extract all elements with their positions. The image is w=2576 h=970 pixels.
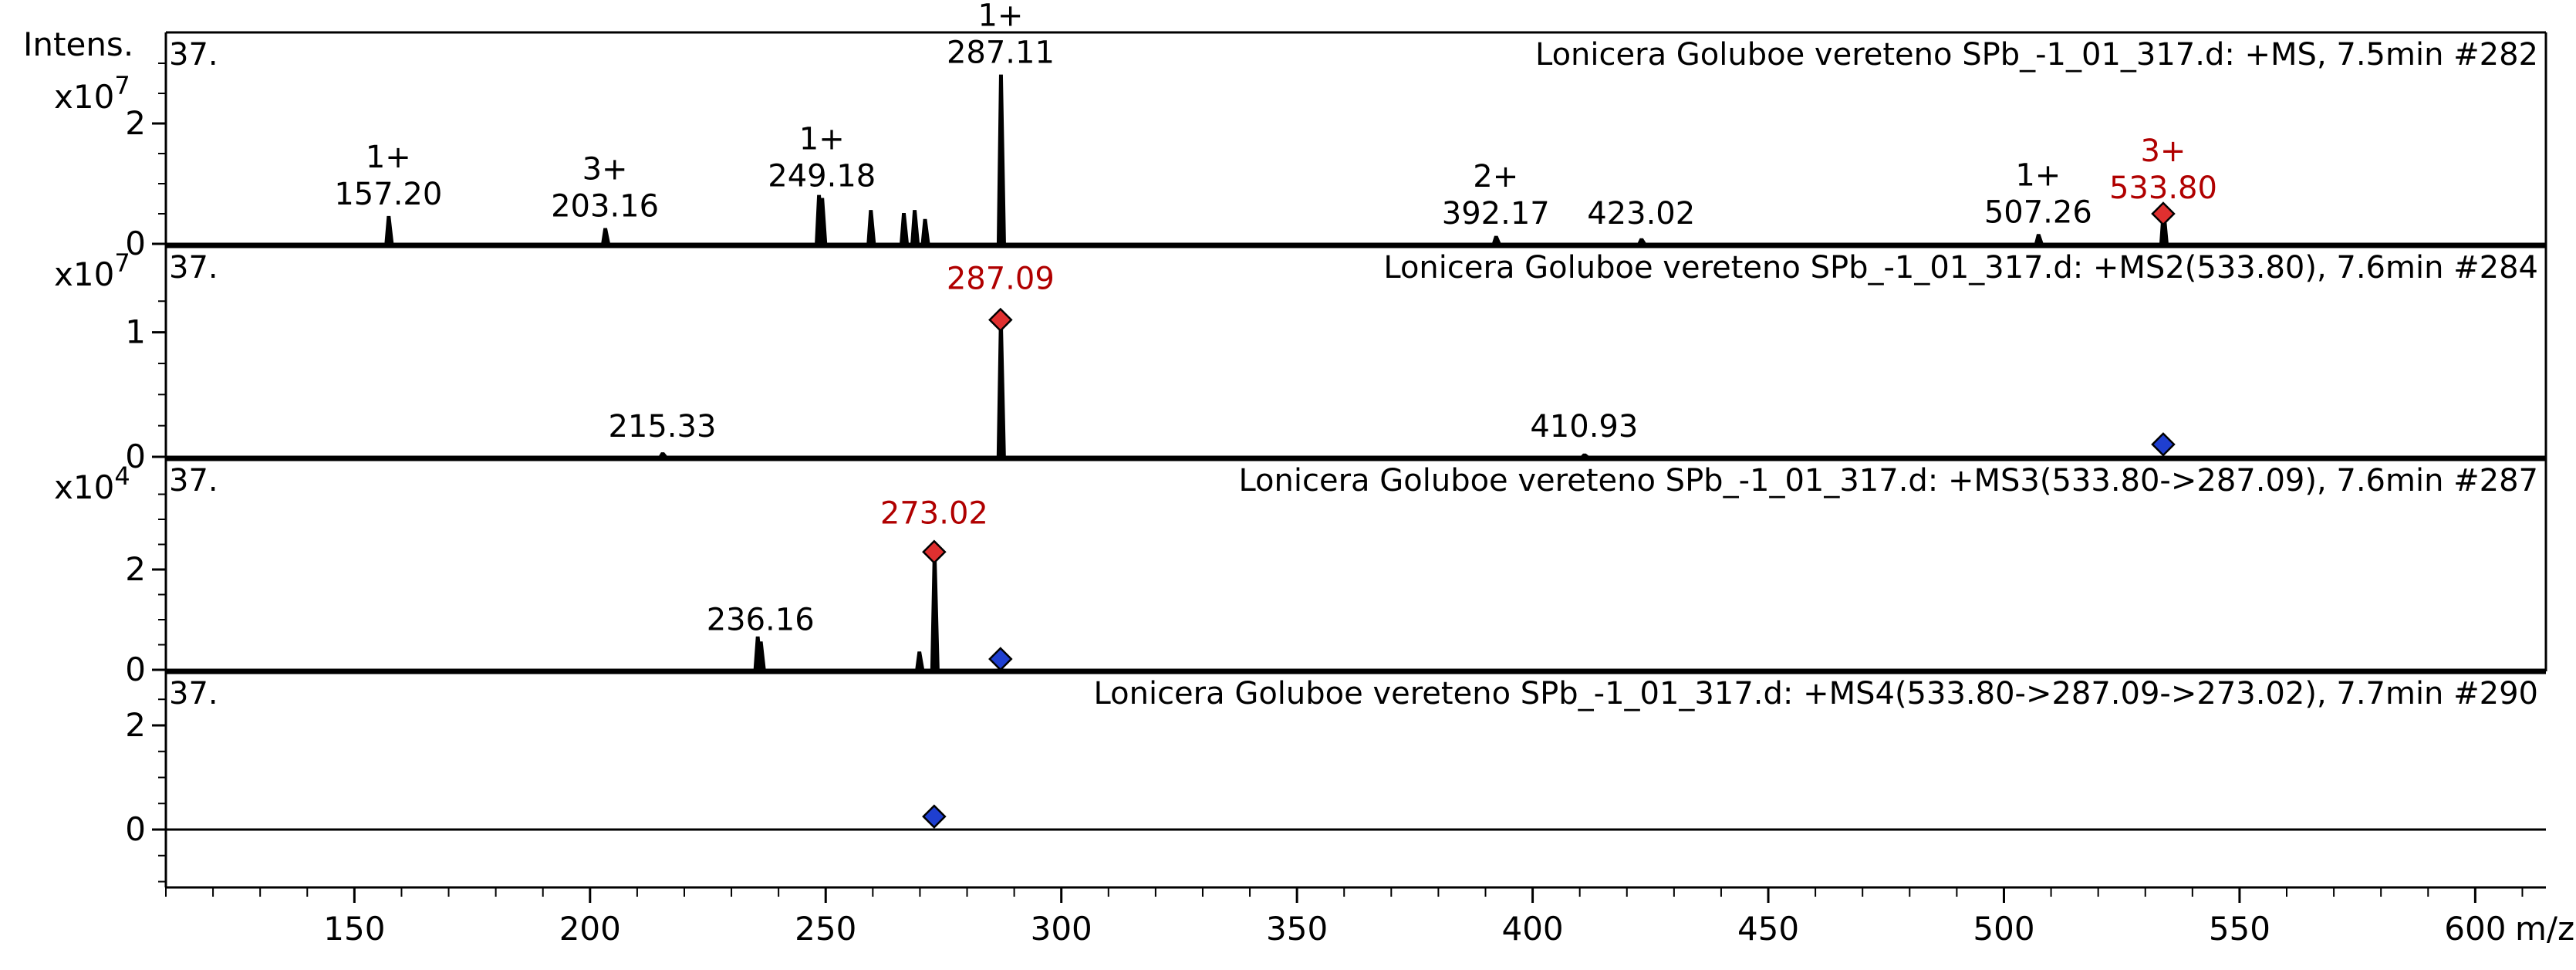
peak-label: 203.16 [551,189,659,225]
scale-base: x10 [54,255,114,293]
x-axis: 150 200 250 300 350 400 450 500 550 600 [165,886,2546,948]
peak [996,74,1006,245]
scale-exponent: 4 [114,461,130,491]
panel-number: 37. [169,37,218,73]
peak [1491,235,1502,245]
peak [600,228,611,245]
y-tick-label: 0 [125,438,146,475]
peak [910,210,920,245]
peak [899,213,910,245]
x-tick-label: 550 [2209,910,2270,948]
panel-number: 37. [169,250,218,286]
peak-label: 157.20 [334,177,442,212]
charge-label: 1+ [366,140,411,175]
y-tick-label: 0 [125,810,146,848]
x-axis-title: m/z [2515,910,2574,948]
scale-label: x107 [54,248,130,293]
x-tick-label: 450 [1737,910,1799,948]
panel-ms2: 0 1 x107 37. Lonicera Goluboe vereteno SPb_-… [54,248,2546,475]
peak [756,641,766,671]
panel-header: Lonicera Goluboe vereteno SPb_-1_01_317.… [1383,250,2538,286]
peak-label: 533.80 [2109,171,2217,206]
precursor-marker [988,647,1013,671]
peak [384,215,394,245]
y-tick-label: 2 [125,706,146,744]
peak-label: 236.16 [707,602,815,637]
precursor-marker [922,804,947,829]
scale-exponent: 7 [114,248,130,278]
peak [915,651,925,671]
scale-base: x10 [54,468,114,506]
precursor-marker [2151,432,2176,457]
selected-ion-marker [2151,201,2176,226]
peak-label: 249.18 [768,159,876,194]
x-tick-label: 350 [1266,910,1328,948]
x-tick-label: 250 [795,910,856,948]
peak [657,452,669,458]
peak-label: 273.02 [880,496,988,532]
y-tick-label: 2 [125,550,146,588]
peak-label: 410.93 [1530,409,1638,444]
peak [996,319,1006,458]
panel-number: 37. [169,463,218,499]
x-tick-label: 500 [1973,910,2034,948]
panel-ms4: 0 2 37. Lonicera Goluboe vereteno SPb_-1_01… [125,676,2546,883]
charge-label: 2+ [1473,159,1518,194]
x-tick-label: 150 [323,910,385,948]
y-axis-title: Intens. [23,25,133,63]
peak [818,198,828,245]
panel-header: Lonicera Goluboe vereteno SPb_-1_01_317.… [1535,37,2538,73]
peak-label: 423.02 [1587,196,1695,232]
x-tick-label: 400 [1501,910,1563,948]
y-tick-label: 2 [125,104,146,142]
peak [920,218,930,245]
panel-ms3: 0 2 x104 37. Lonicera Goluboe vereteno SPb_-… [54,461,2546,688]
peak [930,553,940,671]
scale-label: x104 [54,461,130,506]
scale-base: x10 [54,78,114,116]
x-tick-label: 600 [2444,910,2506,948]
scale-exponent: 7 [114,71,130,100]
peak [1636,238,1648,245]
peak-label: 287.11 [947,35,1055,71]
peak-label: 392.17 [1442,196,1550,232]
scale-label: x107 [54,71,130,116]
panel-number: 37. [169,676,218,711]
peak-label: 507.26 [1984,194,2092,230]
peak-label: 215.33 [608,409,716,444]
y-tick-label: 0 [125,651,146,688]
charge-label: 1+ [799,122,845,157]
x-tick-label: 300 [1031,910,1092,948]
charge-label: 3+ [582,152,628,188]
charge-label: 3+ [2140,134,2186,169]
peak-label: 287.09 [947,261,1055,296]
selected-ion-marker [988,307,1013,333]
charge-label: 1+ [977,0,1023,34]
charge-label: 1+ [2015,157,2061,193]
peak [1579,453,1592,458]
panel-header: Lonicera Goluboe vereteno SPb_-1_01_317.… [1094,676,2538,711]
y-tick-label: 0 [125,225,146,262]
peak [2034,234,2044,245]
panel-header: Lonicera Goluboe vereteno SPb_-1_01_317.… [1238,463,2538,499]
x-tick-label: 200 [559,910,621,948]
y-tick-label: 1 [125,313,146,351]
selected-ion-marker [922,539,947,565]
peak [866,210,876,245]
